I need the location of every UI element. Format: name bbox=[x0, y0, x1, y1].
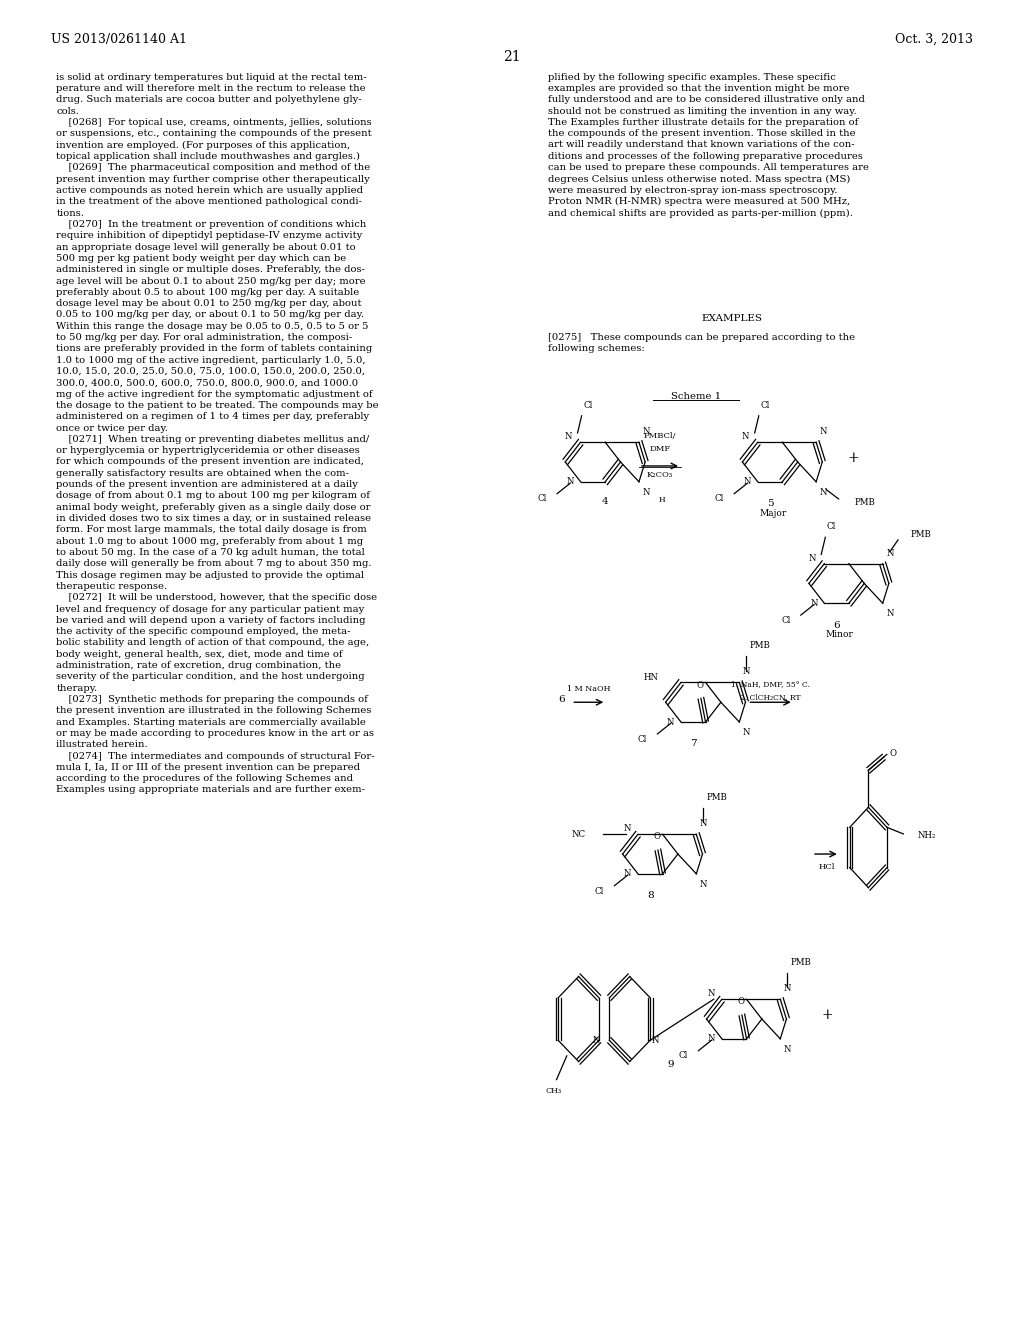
Text: N: N bbox=[783, 1045, 792, 1053]
Text: US 2013/0261140 A1: US 2013/0261140 A1 bbox=[51, 33, 187, 46]
Text: Scheme 1: Scheme 1 bbox=[672, 392, 721, 401]
Text: CH₃: CH₃ bbox=[546, 1088, 561, 1096]
Text: 1 M NaOH: 1 M NaOH bbox=[567, 685, 610, 693]
Text: DMF: DMF bbox=[649, 445, 671, 453]
Text: HN: HN bbox=[643, 673, 658, 681]
Text: H: H bbox=[658, 496, 665, 504]
Text: Cl: Cl bbox=[595, 887, 604, 895]
Text: 6: 6 bbox=[834, 620, 840, 630]
Text: K₂CO₃: K₂CO₃ bbox=[647, 471, 673, 479]
Text: N: N bbox=[651, 1036, 659, 1045]
Text: 8: 8 bbox=[647, 891, 653, 900]
Text: O: O bbox=[696, 681, 703, 689]
Text: N: N bbox=[743, 478, 752, 486]
Text: N: N bbox=[808, 554, 816, 562]
Text: N: N bbox=[566, 478, 574, 486]
Text: PMB: PMB bbox=[750, 642, 770, 649]
Text: PMB: PMB bbox=[910, 531, 931, 539]
Text: O: O bbox=[890, 748, 896, 758]
Text: 6: 6 bbox=[558, 696, 564, 704]
Text: Cl: Cl bbox=[679, 1052, 688, 1060]
Text: 7: 7 bbox=[690, 739, 696, 748]
Text: 9: 9 bbox=[668, 1060, 674, 1069]
Text: +: + bbox=[821, 1008, 834, 1022]
Text: N: N bbox=[819, 428, 827, 436]
Text: N: N bbox=[624, 825, 632, 833]
Text: N: N bbox=[742, 668, 751, 676]
Text: Oct. 3, 2013: Oct. 3, 2013 bbox=[895, 33, 973, 46]
Text: PMB: PMB bbox=[791, 958, 811, 966]
Text: O: O bbox=[653, 833, 660, 841]
Text: [0275]   These compounds can be prepared according to the
following schemes:: [0275] These compounds can be prepared a… bbox=[548, 333, 855, 352]
Text: N: N bbox=[642, 488, 650, 496]
Text: HCl: HCl bbox=[818, 863, 835, 871]
Text: 1. NaH, DMF, 55° C.: 1. NaH, DMF, 55° C. bbox=[730, 680, 810, 688]
Text: Cl: Cl bbox=[538, 495, 547, 503]
Text: Cl: Cl bbox=[826, 523, 837, 531]
Text: N: N bbox=[699, 820, 708, 828]
Text: EXAMPLES: EXAMPLES bbox=[701, 314, 763, 323]
Text: NC: NC bbox=[571, 830, 586, 838]
Text: Cl: Cl bbox=[638, 735, 647, 743]
Text: N: N bbox=[708, 1035, 716, 1043]
Text: N: N bbox=[783, 985, 792, 993]
Text: N: N bbox=[810, 599, 818, 607]
Text: N: N bbox=[708, 990, 716, 998]
Text: 2. ClCH₂CN, RT: 2. ClCH₂CN, RT bbox=[739, 693, 801, 701]
Text: N: N bbox=[592, 1036, 600, 1045]
Text: 4: 4 bbox=[602, 498, 608, 506]
Text: N: N bbox=[819, 488, 827, 496]
Text: PMB: PMB bbox=[855, 499, 876, 507]
Text: N: N bbox=[742, 729, 751, 737]
Text: N: N bbox=[667, 718, 675, 726]
Text: is solid at ordinary temperatures but liquid at the rectal tem-
perature and wil: is solid at ordinary temperatures but li… bbox=[56, 73, 379, 795]
Text: PMB: PMB bbox=[707, 793, 727, 801]
Text: plified by the following specific examples. These specific
examples are provided: plified by the following specific exampl… bbox=[548, 73, 868, 218]
Text: N: N bbox=[642, 428, 650, 436]
Text: N: N bbox=[741, 433, 750, 441]
Text: Cl: Cl bbox=[760, 401, 770, 409]
Text: N: N bbox=[624, 870, 632, 878]
Text: NH₂: NH₂ bbox=[918, 830, 936, 840]
Text: 21: 21 bbox=[503, 50, 521, 65]
Text: PMBCl/: PMBCl/ bbox=[644, 432, 676, 440]
Text: N: N bbox=[886, 549, 894, 557]
Text: N: N bbox=[564, 433, 572, 441]
Text: Cl: Cl bbox=[781, 616, 791, 624]
Text: Cl: Cl bbox=[715, 495, 724, 503]
Text: Cl: Cl bbox=[583, 401, 593, 409]
Text: N: N bbox=[699, 880, 708, 888]
Text: +: + bbox=[847, 451, 859, 465]
Text: Major: Major bbox=[760, 510, 786, 517]
Text: O: O bbox=[737, 998, 744, 1006]
Text: N: N bbox=[886, 610, 894, 618]
Text: Minor: Minor bbox=[825, 631, 854, 639]
Text: 5: 5 bbox=[767, 499, 773, 508]
